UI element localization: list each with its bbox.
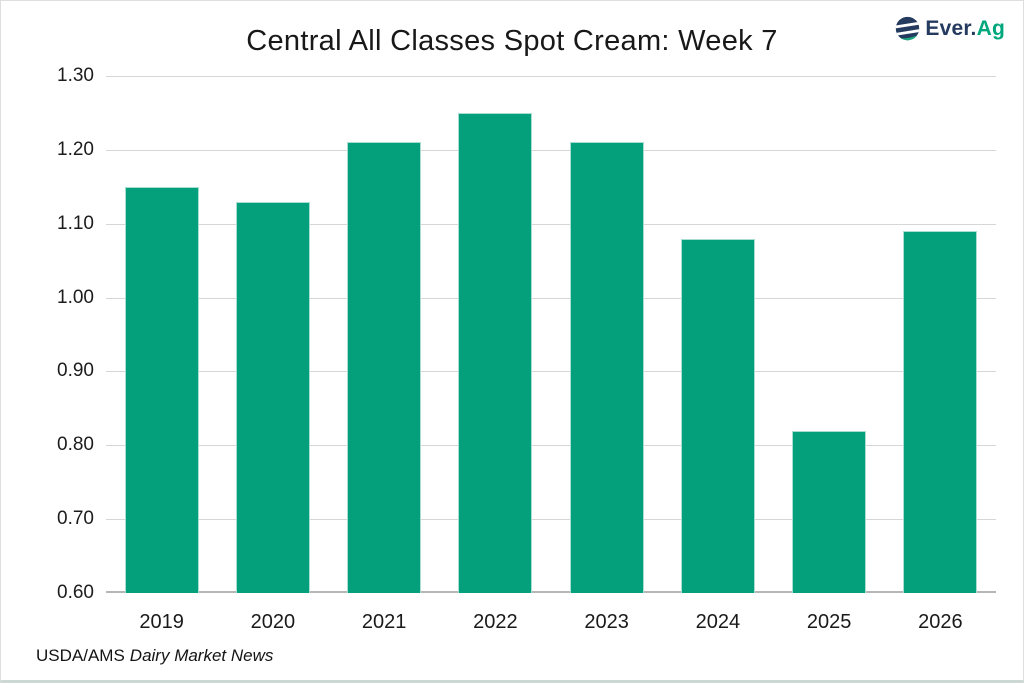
logo-text-ever: Ever. [925, 16, 977, 40]
source-publication: Dairy Market News [129, 646, 274, 665]
y-axis-tick-label: 0.70 [57, 508, 94, 530]
gridline [106, 519, 996, 521]
everag-logo-icon [896, 16, 920, 41]
plot-area: 1.30 1.20 1.10 1.00 0.90 0.80 0.70 0.60 2019 2020… [57, 65, 996, 633]
x-axis-tick-label: 2022 [473, 611, 518, 633]
source-note: USDA/AMS Dairy Market News [36, 646, 273, 666]
bar-2026 [903, 231, 978, 593]
y-axis-tick-label: 1.00 [57, 286, 94, 308]
x-axis-tick-label: 2021 [361, 611, 407, 633]
everag-logo: Ever.Ag [894, 15, 1005, 42]
x-axis-tick-label: 2026 [918, 611, 963, 633]
y-axis-tick-label: 0.90 [57, 360, 94, 382]
bar-2025 [792, 430, 867, 593]
y-axis-tick-label: 0.80 [57, 434, 94, 456]
logo-text: Ever.Ag [925, 17, 1005, 41]
logo-text-ag: Ag [976, 16, 1005, 40]
y-axis-tick-label: 1.10 [57, 212, 94, 234]
bar-2019 [124, 186, 199, 593]
gridline [106, 297, 996, 299]
gridline [106, 371, 996, 373]
bar-2023 [569, 142, 644, 593]
y-axis-tick-label: 1.30 [57, 65, 94, 86]
gridline [106, 223, 996, 225]
gridline [106, 76, 996, 77]
chart-title: Central All Classes Spot Cream: Week 7 [246, 25, 778, 57]
x-axis-tick-label: 2024 [695, 611, 741, 633]
x-axis-tick-label: 2023 [584, 611, 629, 633]
source-agency: USDA/AMS [36, 646, 125, 665]
bar-2020 [235, 201, 310, 593]
bar-2021 [347, 142, 422, 593]
bar-2022 [458, 112, 533, 593]
y-axis-tick-label: 1.20 [57, 138, 94, 160]
x-axis-tick-label: 2019 [139, 611, 184, 633]
x-axis-line [106, 591, 996, 593]
gridline [106, 149, 996, 151]
y-axis-tick-label: 0.60 [57, 582, 94, 603]
bar-2024 [680, 238, 755, 593]
gridline [106, 445, 996, 447]
x-axis-tick-label: 2020 [250, 611, 296, 633]
x-axis-tick-label: 2025 [806, 611, 852, 633]
